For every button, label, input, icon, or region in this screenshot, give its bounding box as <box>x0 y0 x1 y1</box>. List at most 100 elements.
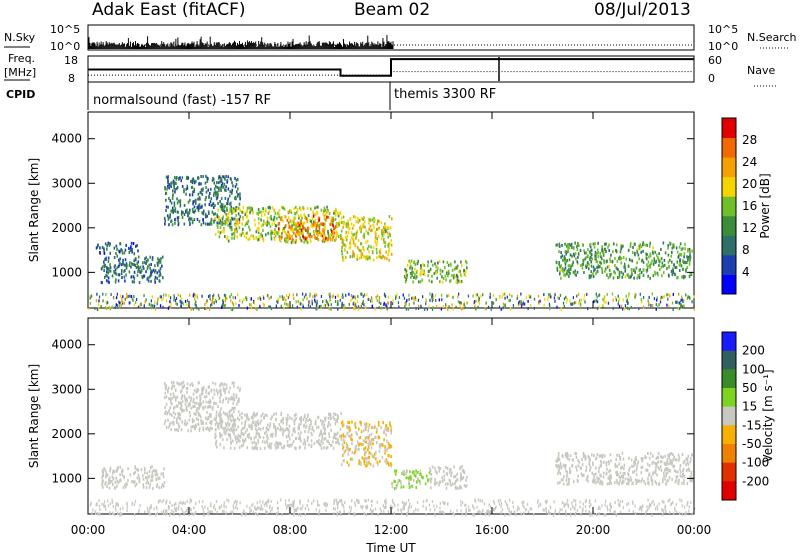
heatmap-cell <box>195 417 198 421</box>
heatmap-cell <box>622 255 625 259</box>
heatmap-cell <box>680 264 683 268</box>
heatmap-cell <box>264 209 267 213</box>
heatmap-cell <box>412 470 415 474</box>
heatmap-cell <box>157 261 160 265</box>
heatmap-cell <box>105 256 108 260</box>
heatmap-cell <box>226 413 228 417</box>
heatmap-cell <box>387 441 390 445</box>
freq-unit: [MHz] <box>4 66 36 79</box>
heatmap-cell <box>318 226 321 230</box>
heatmap-cell <box>253 411 255 415</box>
heatmap-cell <box>559 481 561 485</box>
heatmap-cell <box>594 267 596 271</box>
heatmap-cell <box>589 242 592 246</box>
heatmap-cell <box>320 233 322 237</box>
heatmap-cell <box>221 222 224 226</box>
heatmap-cell <box>410 259 413 263</box>
heatmap-cell <box>247 237 250 241</box>
heatmap-cell <box>648 473 650 477</box>
heatmap-cell <box>226 437 228 441</box>
heatmap-cell <box>344 244 347 248</box>
heatmap-cell <box>568 458 571 462</box>
heatmap-cell <box>304 440 307 444</box>
heatmap-cell <box>633 460 635 464</box>
heatmap-cell <box>500 307 502 311</box>
heatmap-cell <box>334 210 337 214</box>
heatmap-cell <box>463 272 466 276</box>
heatmap-cell <box>222 208 225 212</box>
heatmap-cell <box>392 299 394 303</box>
heatmap-cell <box>577 464 580 468</box>
heatmap-cell <box>283 226 285 230</box>
heatmap-cell <box>342 423 345 427</box>
heatmap-cell <box>181 216 184 220</box>
heatmap-cell <box>269 445 272 449</box>
heatmap-cell <box>116 266 119 270</box>
heatmap-cell <box>219 432 221 436</box>
heatmap-cell <box>477 295 480 299</box>
heatmap-cell <box>528 294 530 298</box>
heatmap-cell <box>215 196 218 200</box>
heatmap-cell <box>164 391 167 395</box>
heatmap-cell <box>612 276 615 280</box>
heatmap-cell <box>197 204 200 208</box>
heatmap-cell <box>196 389 199 393</box>
heatmap-cell <box>646 253 648 257</box>
heatmap-cell <box>445 466 447 470</box>
heatmap-cell <box>383 505 386 509</box>
heatmap-cell <box>196 295 199 299</box>
heatmap-cell <box>158 258 160 262</box>
heatmap-cell <box>566 244 568 248</box>
heatmap-cell <box>175 417 178 421</box>
heatmap-cell <box>159 295 161 299</box>
heatmap-cell <box>262 210 264 214</box>
heatmap-cell <box>202 217 205 221</box>
heatmap-cell <box>177 293 179 297</box>
heatmap-cell <box>687 463 690 467</box>
heatmap-cell <box>651 304 654 308</box>
heatmap-cell <box>199 403 202 407</box>
heatmap-cell <box>193 419 195 423</box>
heatmap-cell <box>456 275 459 279</box>
heatmap-cell <box>174 221 176 225</box>
heatmap-cell <box>151 270 153 274</box>
heatmap-cell <box>321 435 324 439</box>
heatmap-cell <box>569 470 572 474</box>
heatmap-cell <box>190 429 192 433</box>
heatmap-cell <box>90 294 93 298</box>
heatmap-cell <box>334 295 337 299</box>
heatmap-cell <box>252 420 255 424</box>
heatmap-cell <box>358 436 361 440</box>
heatmap-cell <box>509 298 511 302</box>
heatmap-cell <box>186 421 189 425</box>
heatmap-cell <box>162 484 165 488</box>
heatmap-cell <box>672 269 674 273</box>
heatmap-cell <box>323 216 326 220</box>
heatmap-cell <box>431 307 434 311</box>
heatmap-cell <box>111 274 114 278</box>
heatmap-cell <box>520 304 523 308</box>
heatmap-cell <box>679 467 681 471</box>
heatmap-cell <box>360 227 362 231</box>
heatmap-cell <box>237 187 239 191</box>
heatmap-cell <box>644 512 647 516</box>
heatmap-cell <box>266 223 268 227</box>
heatmap-cell <box>246 306 249 310</box>
heatmap-cell <box>447 263 450 267</box>
heatmap-cell <box>642 305 645 309</box>
heatmap-cell <box>664 454 667 458</box>
heatmap-cell <box>234 438 237 442</box>
heatmap-cell <box>136 476 139 480</box>
heatmap-cell <box>205 416 207 420</box>
heatmap-cell <box>97 303 100 307</box>
heatmap-cell <box>154 473 157 477</box>
heatmap-cell <box>672 307 674 311</box>
heatmap-cell <box>368 455 371 459</box>
heatmap-cell <box>392 500 394 504</box>
heatmap-cell <box>628 456 630 460</box>
heatmap-cell <box>205 390 207 394</box>
heatmap-cell <box>608 469 610 473</box>
heatmap-cell <box>391 482 394 486</box>
heatmap-cell <box>320 222 322 226</box>
